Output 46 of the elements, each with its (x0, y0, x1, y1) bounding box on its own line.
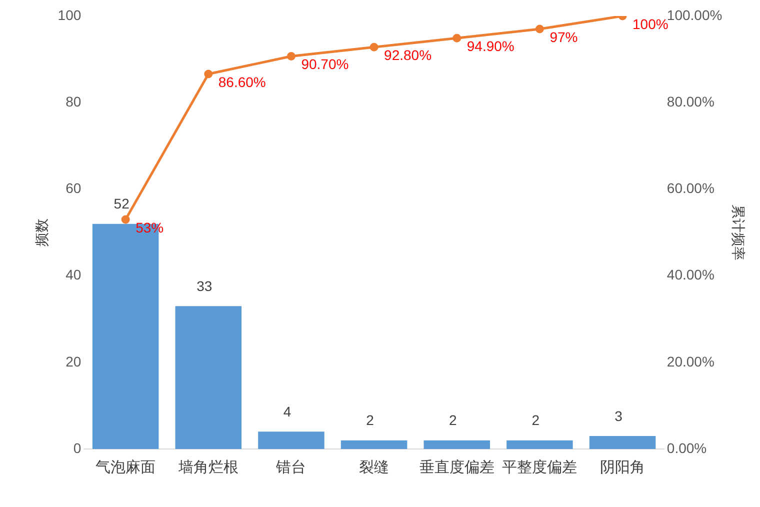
data-label: 33 (196, 278, 212, 294)
data-label: 94.90% (466, 38, 514, 54)
data-label: 3 (614, 408, 623, 424)
y-tick-label: 20 (66, 353, 82, 370)
point (370, 42, 378, 52)
bar (175, 306, 242, 449)
x-tick-label: 墙角烂根 (177, 459, 238, 476)
y-tick-label: 60 (66, 180, 82, 196)
x-tick-label: 垂直度偏差 (419, 459, 494, 476)
y2-tick-label: 100.00% (666, 6, 722, 23)
y2-tick-label: 0.00% (666, 440, 707, 456)
data-label: 2 (366, 412, 374, 428)
y2-axis-title: 累计频率 (730, 204, 747, 260)
x-tick-label: 错台 (275, 459, 306, 476)
bar (589, 436, 656, 449)
data-label: 2 (448, 412, 457, 428)
x-tick-label: 阴阳角 (600, 459, 646, 476)
data-label: 100% (632, 16, 668, 32)
y-tick-label: 80 (66, 93, 82, 110)
y-tick-label: 100 (58, 6, 82, 23)
y2-tick-label: 60.00% (666, 180, 714, 196)
y2-tick-label: 20.00% (666, 353, 714, 370)
data-label: 86.60% (218, 74, 266, 90)
point (535, 24, 544, 34)
data-label: 92.80% (384, 47, 432, 64)
point (204, 70, 213, 78)
point (121, 215, 130, 224)
y2-tick-label: 40.00% (666, 266, 714, 283)
y-tick-label: 0 (73, 440, 82, 456)
bar (506, 440, 573, 449)
y2-tick-label: 80.00% (666, 93, 714, 110)
bar (340, 440, 408, 449)
y-axis-title: 频数 (33, 218, 50, 246)
x-tick-label: 平整度偏差 (502, 459, 578, 476)
point (452, 34, 462, 42)
data-label: 90.70% (301, 56, 349, 72)
point (286, 52, 296, 61)
data-label: 97% (550, 28, 578, 45)
data-label: 2 (532, 412, 540, 428)
bar (424, 440, 490, 449)
bar (258, 432, 324, 449)
data-label: 52 (114, 196, 130, 212)
data-label: 4 (283, 404, 292, 420)
x-tick-label: 气泡麻面 (96, 459, 156, 476)
x-tick-label: 裂缝 (359, 459, 390, 476)
y-tick-label: 40 (66, 266, 82, 283)
